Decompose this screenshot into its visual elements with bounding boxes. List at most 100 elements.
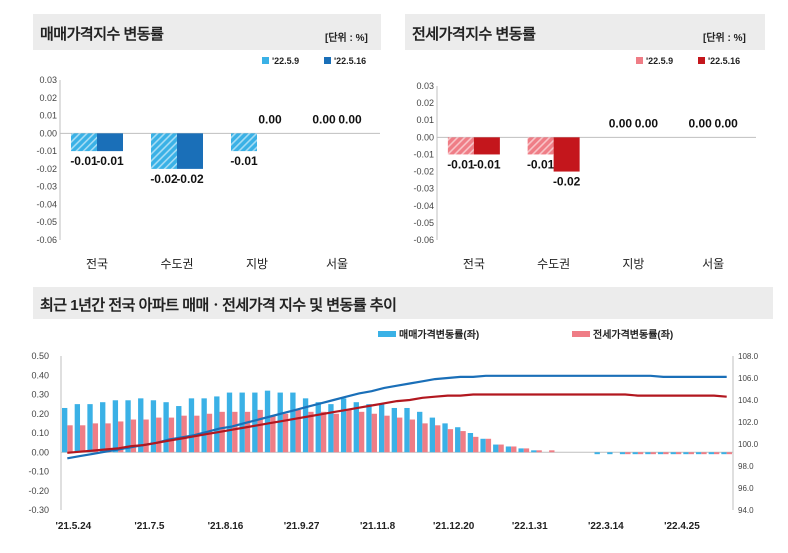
jeonse-chart-title: 전세가격지수 변동률 [412, 26, 536, 43]
trend-xtick: '21.8.16 [208, 521, 244, 532]
trend-sale-bar [657, 452, 664, 455]
trend-sale-bar [378, 404, 385, 453]
trend-sale-bar [100, 402, 106, 453]
trend-jeonse-bar [346, 409, 352, 453]
jeonse-data-label: -0.01 [473, 157, 501, 171]
jeonse-data-label: 0.00 [714, 116, 738, 130]
jeonse-legend-label: '22.5.16 [708, 56, 740, 66]
trend-jeonse-bar [473, 436, 479, 453]
sale-category-label: 지방 [246, 257, 268, 271]
trend-sale-bar [366, 404, 372, 453]
trend-jeonse-bar [333, 413, 339, 453]
trend-jeonse-bar [156, 417, 162, 453]
trend-jeonse-bar [688, 452, 694, 455]
trend-right-ytick: 94.0 [738, 506, 754, 515]
sale-bar [97, 133, 123, 152]
jeonse-data-label: 0.00 [609, 116, 633, 130]
trend-jeonse-bar [650, 452, 656, 455]
sale-legend-swatch [262, 57, 269, 64]
trend-jeonse-bar [663, 452, 669, 455]
trend-sale-bar [531, 450, 537, 453]
trend-left-ytick: 0.40 [31, 370, 49, 380]
trend-jeonse-bar [232, 411, 238, 453]
trend-jeonse-bar [675, 452, 682, 455]
sale-chart-title: 매매가격지수 변동률 [40, 26, 164, 43]
trend-sale-bar [619, 452, 626, 455]
trend-sale-bar [163, 402, 169, 453]
trend-sale-bar [150, 400, 157, 453]
trend-left-ytick: -0.10 [28, 467, 49, 477]
sale-data-label: -0.01 [96, 154, 124, 168]
trend-sale-bar [87, 404, 93, 453]
jeonse-category-label: 수도권 [537, 257, 570, 271]
jeonse-bar [473, 137, 500, 155]
jeonse-data-label: -0.02 [553, 175, 581, 189]
trend-sale-bar [683, 452, 689, 455]
trend-sale-bar [201, 398, 207, 453]
sale-category-label: 전국 [86, 257, 108, 271]
trend-xtick: '22.4.25 [664, 521, 700, 532]
trend-right-ytick: 96.0 [738, 484, 754, 493]
sale-data-label: -0.02 [176, 172, 204, 186]
trend-sale-bar [417, 411, 423, 453]
trend-jeonse-bar [409, 419, 416, 453]
sale-bar [177, 133, 203, 169]
trend-sale-bar [353, 402, 359, 453]
trend-jeonse-bar [295, 409, 301, 453]
trend-sale-bar [607, 452, 613, 455]
trend-sale-bar [404, 407, 410, 453]
sale-ytick: -0.02 [36, 164, 57, 174]
trend-sale-bar [455, 427, 461, 453]
jeonse-data-label: 0.00 [688, 116, 712, 130]
trend-xtick: '21.9.27 [284, 521, 320, 532]
trend-sale-bar [252, 392, 258, 453]
trend-left-ytick: 0.10 [31, 428, 49, 438]
jeonse-ytick: 0.03 [416, 81, 434, 91]
trend-jeonse-bar [637, 452, 644, 455]
trend-jeonse-bar [130, 419, 137, 453]
trend-sale-bar [505, 446, 512, 453]
jeonse-category-label: 전국 [463, 257, 485, 271]
jeonse-data-label: -0.01 [447, 157, 475, 171]
jeonse-data-label: 0.00 [635, 116, 659, 130]
trend-jeonse-bar [422, 423, 428, 453]
trend-xtick: '21.7.5 [134, 521, 165, 532]
sale-category-label: 서울 [326, 257, 348, 271]
trend-sale-bar [315, 402, 321, 453]
trend-jeonse-bar [257, 409, 263, 453]
sale-data-label: -0.01 [70, 154, 98, 168]
trend-sale-bar [340, 398, 347, 453]
trend-jeonse-bar [118, 421, 124, 453]
trend-jeonse-bar [320, 411, 327, 453]
jeonse-ytick: -0.03 [413, 184, 434, 194]
trend-jeonse-bar [713, 452, 720, 455]
trend-sale-bar [328, 404, 334, 453]
trend-right-ytick: 102.0 [738, 418, 759, 427]
sale-ytick: 0.02 [39, 93, 57, 103]
trend-sale-bar [632, 452, 638, 455]
trend-left-ytick: -0.20 [28, 486, 49, 496]
trend-legend-label: 매매가격변동률(좌) [399, 328, 479, 341]
trend-sale-bar [429, 417, 436, 453]
trend-xtick: '22.1.31 [512, 521, 548, 532]
jeonse-ytick: -0.01 [413, 149, 434, 159]
trend-jeonse-bar [105, 423, 111, 453]
trend-sale-bar [467, 433, 474, 453]
sale-data-label: -0.02 [150, 172, 178, 186]
sale-data-label: 0.00 [338, 112, 362, 126]
sale-ytick: -0.01 [36, 146, 57, 156]
trend-sale-bar [264, 390, 271, 453]
trend-legend-swatch [378, 331, 396, 337]
trend-right-ytick: 104.0 [738, 396, 759, 405]
trend-sale-bar [721, 452, 727, 455]
trend-sale-bar [112, 400, 119, 453]
trend-xtick: '22.3.14 [588, 521, 624, 532]
trend-jeonse-bar [384, 415, 390, 453]
sale-ytick: 0.00 [39, 128, 57, 138]
sale-legend-label: '22.5.9 [272, 56, 299, 66]
trend-jeonse-bar [485, 438, 492, 453]
jeonse-bar [447, 137, 474, 155]
trend-sale-bar [290, 392, 296, 453]
trend-xtick: '21.11.8 [360, 521, 396, 532]
